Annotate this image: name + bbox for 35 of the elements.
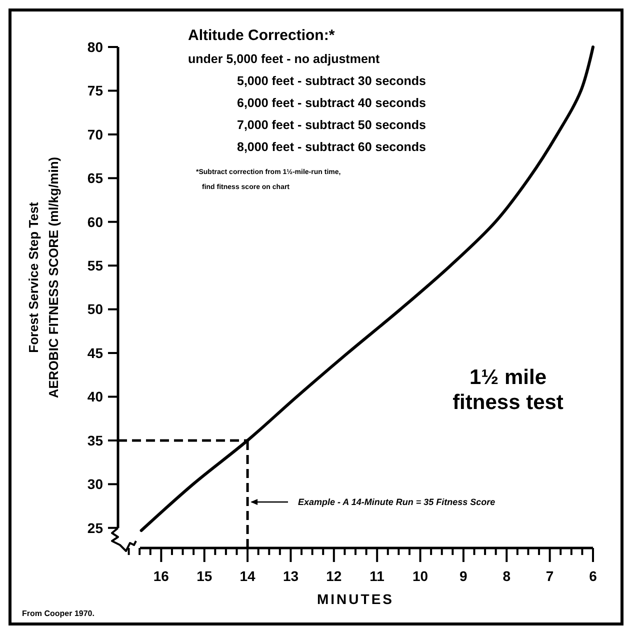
annotation: 7,000 feet - subtract 50 seconds — [237, 118, 426, 132]
y-tick-label: 75 — [87, 82, 104, 99]
annotation: fitness test — [452, 391, 564, 414]
y-tick-label: 35 — [87, 432, 104, 448]
text: Altitude Correction:* — [188, 27, 335, 44]
y-tick-label: 25 — [87, 520, 104, 536]
y-tick-label: 50 — [87, 301, 104, 318]
y-tick-label: 70 — [87, 126, 104, 142]
annotation: 1½ mile — [469, 366, 547, 389]
x-tick-label: 9 — [460, 568, 468, 584]
y-tick-label: 45 — [87, 344, 104, 361]
y-tick-label: 65 — [87, 170, 104, 186]
annotation: 5,000 feet - subtract 30 seconds — [237, 74, 426, 88]
x-tick-label: 6 — [589, 568, 598, 584]
x-tick-label: 8 — [502, 568, 511, 584]
x-tick-label: 7 — [546, 568, 554, 584]
x-tick-label: 16 — [153, 568, 170, 584]
x-tick-label: 13 — [282, 568, 299, 584]
annotation: Example - A 14-Minute Run = 35 Fitness Score — [298, 497, 496, 507]
x-tick-label: 12 — [326, 568, 342, 584]
x-tick-label: 15 — [196, 568, 212, 584]
y-tick-label: 55 — [87, 257, 104, 274]
x-tick-label: 10 — [412, 568, 428, 584]
y-axis-title: Forest Service Step Test AEROBIC FITNESS SCORE (ml/kg/min) — [26, 156, 61, 398]
y-tick-label: 60 — [87, 214, 104, 230]
y-tick-label: 80 — [87, 38, 104, 55]
text: From Cooper 1970. — [22, 609, 94, 618]
y-tick-label: 40 — [87, 388, 104, 405]
x-tick-label: 14 — [240, 568, 256, 584]
annotation: 6,000 feet - subtract 40 seconds — [237, 96, 426, 110]
annotation: 8,000 feet - subtract 60 seconds — [237, 140, 426, 154]
x-tick-label: 11 — [370, 568, 385, 584]
annotation: under 5,000 feet - no adjustment — [188, 52, 381, 66]
y-tick-label: 30 — [87, 476, 104, 492]
x-axis-title: MINUTES — [317, 591, 394, 607]
